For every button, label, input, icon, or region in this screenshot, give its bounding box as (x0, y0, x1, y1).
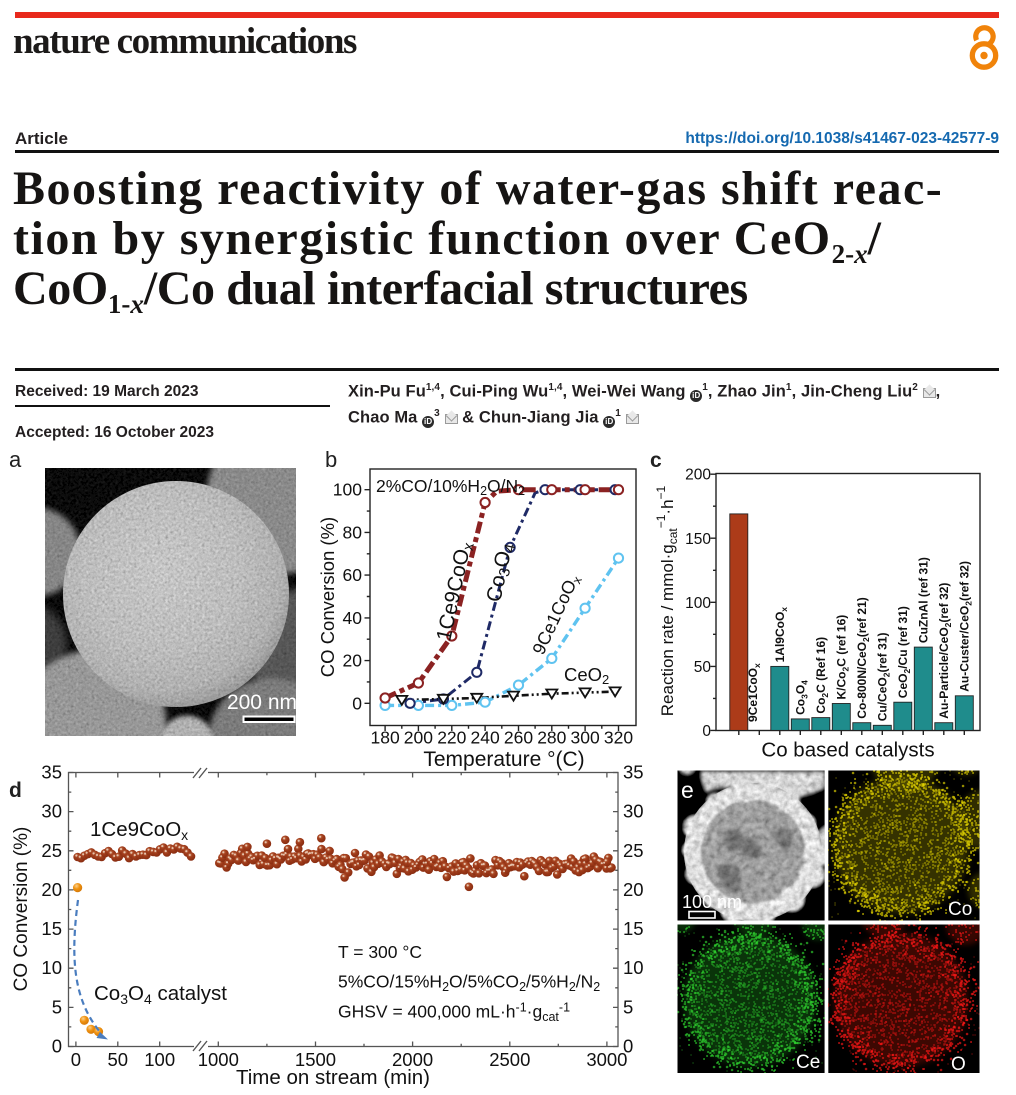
svg-text:200: 200 (404, 728, 433, 748)
svg-text:60: 60 (343, 565, 363, 585)
svg-text:280: 280 (537, 728, 566, 748)
svg-text:a: a (9, 447, 22, 472)
svg-text:100 nm: 100 nm (682, 892, 742, 912)
svg-text:240: 240 (470, 728, 499, 748)
svg-text:320: 320 (604, 728, 633, 748)
svg-text:Cu/CeO2(ref 31): Cu/CeO2(ref 31) (876, 633, 892, 722)
svg-text:1000: 1000 (198, 1049, 239, 1070)
svg-text:d: d (9, 779, 22, 802)
svg-text:100: 100 (333, 480, 362, 500)
svg-text:10: 10 (41, 957, 62, 978)
svg-text:9Ce1CoOx: 9Ce1CoOx (528, 570, 585, 658)
svg-text:20: 20 (623, 879, 644, 900)
svg-text:Temperature °(C): Temperature °(C) (423, 748, 584, 771)
svg-text:35: 35 (41, 762, 62, 783)
svg-text:15: 15 (623, 918, 644, 939)
svg-text:200 nm: 200 nm (227, 691, 297, 714)
svg-text:35: 35 (623, 762, 644, 783)
svg-text:Time on stream (min): Time on stream (min) (236, 1066, 430, 1089)
svg-text:1Al9CoOx: 1Al9CoOx (773, 607, 789, 663)
svg-text:CO Conversion (%): CO Conversion (%) (317, 517, 338, 677)
svg-text:5: 5 (623, 996, 633, 1017)
svg-text:3000: 3000 (586, 1049, 627, 1070)
svg-text:0: 0 (623, 1036, 633, 1057)
svg-text:0: 0 (352, 693, 362, 713)
svg-text:c: c (650, 449, 662, 472)
svg-text:GHSV = 400,000 mL·h-1·gcat-1: GHSV = 400,000 mL·h-1·gcat-1 (338, 1001, 570, 1025)
svg-text:CO Conversion (%): CO Conversion (%) (11, 827, 32, 992)
svg-text:20: 20 (41, 879, 62, 900)
svg-text:2500: 2500 (489, 1049, 530, 1070)
svg-text:Co-800N/CeO2(ref 21): Co-800N/CeO2(ref 21) (855, 597, 871, 718)
svg-text:30: 30 (623, 801, 644, 822)
svg-text:10: 10 (623, 957, 644, 978)
svg-text:Au-Custer/CeO2(ref 32): Au-Custer/CeO2(ref 32) (958, 561, 974, 692)
svg-text:0: 0 (702, 723, 711, 740)
svg-text:180: 180 (370, 728, 399, 748)
svg-text:2%CO/10%H2O/N2: 2%CO/10%H2O/N2 (376, 476, 525, 498)
svg-text:2000: 2000 (392, 1049, 433, 1070)
svg-text:Co3O4 catalyst: Co3O4 catalyst (94, 982, 227, 1007)
svg-text:b: b (325, 447, 337, 472)
svg-text:40: 40 (343, 608, 363, 628)
svg-text:Co: Co (948, 899, 972, 920)
svg-text:15: 15 (41, 918, 62, 939)
svg-text:5%CO/15%H2O/5%CO2/5%H2/N2: 5%CO/15%H2O/5%CO2/5%H2/N2 (338, 972, 600, 995)
svg-text:e: e (681, 777, 694, 803)
svg-text:5: 5 (52, 996, 62, 1017)
svg-text:100: 100 (144, 1049, 175, 1070)
svg-text:20: 20 (343, 651, 363, 671)
svg-text:1Ce9CoOx: 1Ce9CoOx (432, 539, 478, 643)
svg-text:K/Co2C (ref 16): K/Co2C (ref 16) (835, 615, 851, 700)
svg-text:Co3O4: Co3O4 (482, 541, 519, 605)
svg-text:30: 30 (41, 801, 62, 822)
svg-text:1500: 1500 (295, 1049, 336, 1070)
svg-text:O: O (951, 1054, 966, 1075)
svg-text:220: 220 (437, 728, 466, 748)
svg-text:200: 200 (685, 467, 711, 484)
svg-text:0: 0 (71, 1049, 81, 1070)
svg-text:Co3O4: Co3O4 (794, 680, 810, 715)
svg-text:25: 25 (623, 840, 644, 861)
svg-text:50: 50 (108, 1049, 129, 1070)
svg-text:25: 25 (41, 840, 62, 861)
svg-text:T = 300 °C: T = 300 °C (338, 942, 422, 962)
svg-text:Co based catalysts: Co based catalysts (761, 739, 934, 762)
svg-text:Ce: Ce (796, 1052, 820, 1073)
svg-text:50: 50 (694, 659, 712, 676)
svg-text:CuZnAl (ref 31): CuZnAl (ref 31) (917, 557, 931, 643)
svg-text:Co2C (Ref 16): Co2C (Ref 16) (814, 637, 830, 714)
svg-text:260: 260 (504, 728, 533, 748)
svg-text:150: 150 (685, 531, 711, 548)
svg-text:Au-Particle/CeO2(ref 32): Au-Particle/CeO2(ref 32) (937, 583, 953, 719)
svg-text:Reaction rate / mmol·gcat−1·h−: Reaction rate / mmol·gcat−1·h−1 (654, 485, 680, 716)
svg-text:9Ce1CoOx: 9Ce1CoOx (746, 663, 762, 722)
svg-text:300: 300 (570, 728, 599, 748)
svg-text:1Ce9CoOx: 1Ce9CoOx (90, 818, 188, 843)
svg-text:CeO2: CeO2 (564, 664, 609, 687)
svg-text:100: 100 (685, 595, 711, 612)
svg-text:0: 0 (52, 1036, 62, 1057)
svg-text:CeO2/Cu (ref 31): CeO2/Cu (ref 31) (896, 606, 912, 698)
svg-text:80: 80 (343, 522, 363, 542)
